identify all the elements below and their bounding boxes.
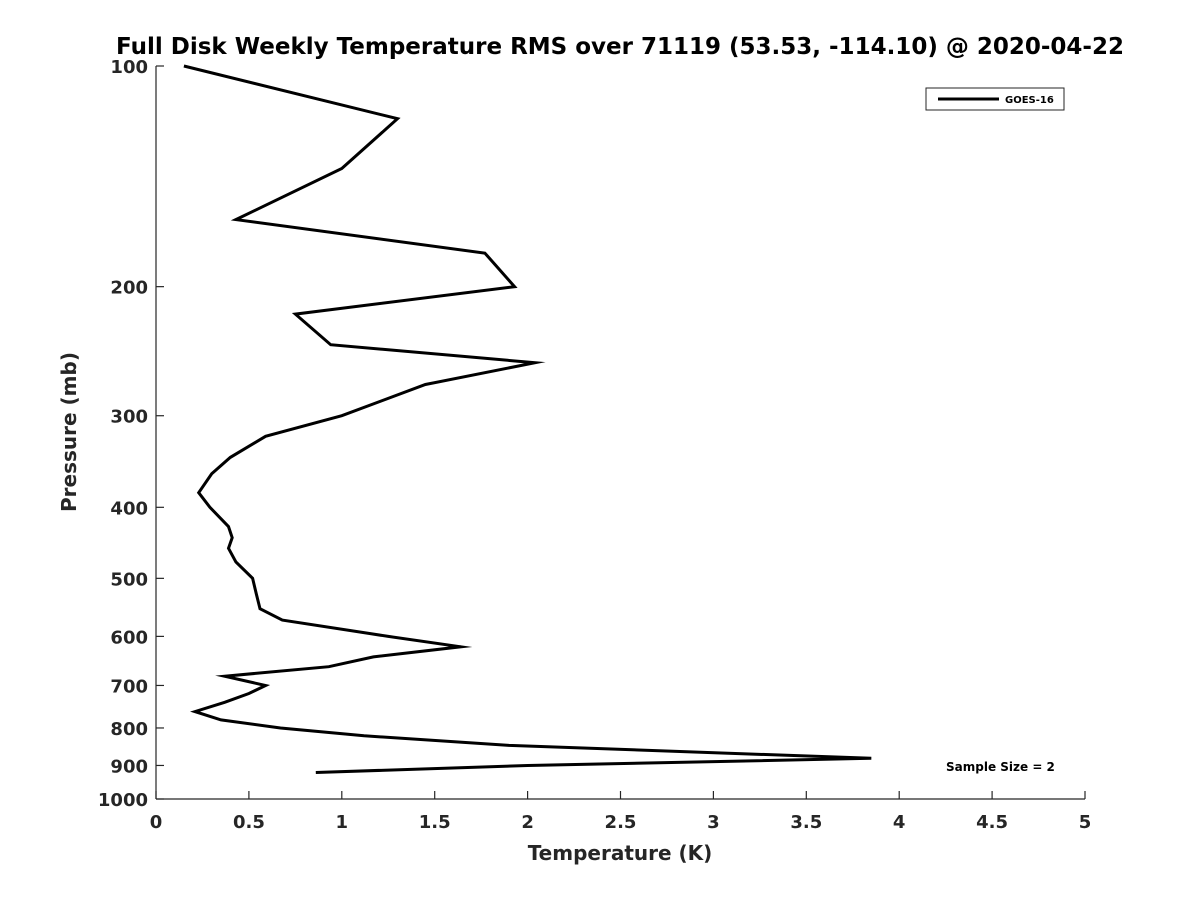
y-tick-label: 900 [110,756,148,777]
y-tick-label: 300 [110,407,148,428]
y-ticks: 100 200 300 400 500 600 700 800 900 1000 [98,57,164,811]
y-tick-label: 100 [110,57,148,78]
x-tick-label: 4 [893,812,906,833]
x-tick-label: 0 [150,812,163,833]
x-tick-label: 4.5 [976,812,1008,833]
x-tick-label: 2 [521,812,534,833]
x-tick-label: 1.5 [419,812,451,833]
series-line-goes-16 [183,64,872,774]
y-axis-label: Pressure (mb) [57,352,81,512]
x-tick-label: 1 [336,812,349,833]
x-tick-label: 2.5 [605,812,637,833]
y-tick-label: 500 [110,569,148,590]
x-tick-label: 5 [1079,812,1092,833]
legend-label-goes-16: GOES-16 [1005,95,1054,106]
y-tick-label: 600 [110,627,148,648]
legend: GOES-16 [925,87,1065,111]
x-ticks: 0 0.5 1 1.5 2 2.5 3 3.5 4 4.5 5 [150,791,1092,833]
x-tick-label: 3 [707,812,720,833]
y-tick-label: 1000 [98,790,148,811]
sample-size-annotation: Sample Size = 2 [946,760,1055,774]
x-axis-label: Temperature (K) [528,841,713,865]
series-layer [183,64,872,774]
x-tick-label: 0.5 [233,812,265,833]
y-tick-label: 800 [110,719,148,740]
y-tick-label: 200 [110,278,148,299]
y-tick-label: 700 [110,676,148,697]
y-tick-label: 400 [110,498,148,519]
x-tick-label: 3.5 [790,812,822,833]
chart-title: Full Disk Weekly Temperature RMS over 71… [116,34,1124,60]
